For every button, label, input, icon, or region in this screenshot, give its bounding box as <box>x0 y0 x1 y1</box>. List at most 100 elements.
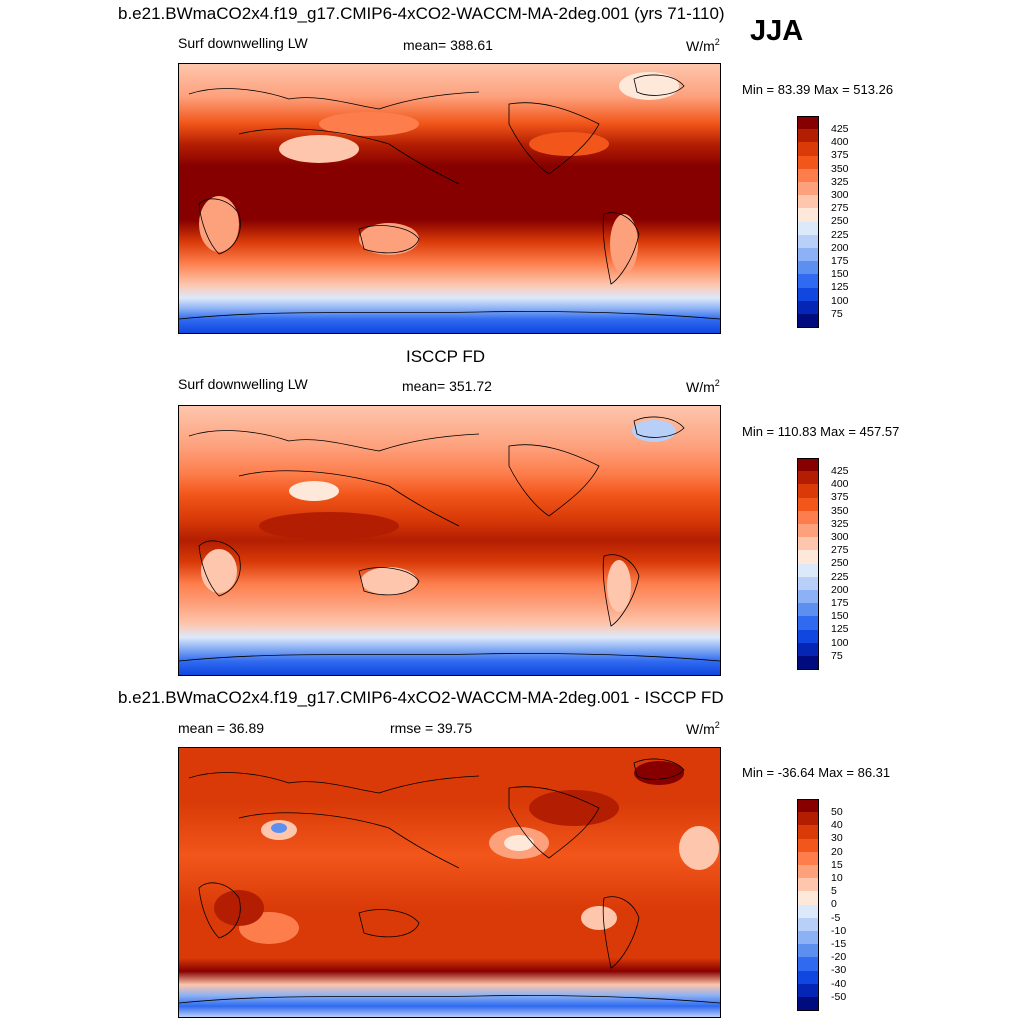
colorbar-tick-label: 50 <box>831 806 843 818</box>
colorbar-tick-label: 5 <box>831 885 837 898</box>
colorbar-swatch <box>797 983 819 997</box>
colorbar-tick-label: 30 <box>831 832 843 845</box>
colorbar-swatch <box>797 300 819 314</box>
colorbar-tick-label: 100 <box>831 294 849 307</box>
colorbar-tick-label: 150 <box>831 610 849 623</box>
colorbar-tick-label: 225 <box>831 228 849 241</box>
colorbar-swatch <box>797 221 819 235</box>
colorbar-swatch <box>797 603 819 617</box>
panel3-heading: b.e21.BWmaCO2x4.f19_g17.CMIP6-4xCO2-WACC… <box>118 688 724 707</box>
colorbar-swatch <box>797 944 819 958</box>
colorbar-swatch <box>797 195 819 209</box>
panel1-variable-label: Surf downwelling LW <box>178 35 308 51</box>
colorbar-tick-label: 250 <box>831 557 849 570</box>
colorbar-swatch <box>797 458 819 472</box>
colorbar-tick-label: 350 <box>831 162 849 175</box>
colorbar-swatch <box>797 812 819 826</box>
season-label: JJA <box>750 15 804 47</box>
colorbar-swatch <box>797 576 819 590</box>
colorbar-swatch <box>797 261 819 275</box>
colorbar-tick-label: 300 <box>831 189 849 201</box>
colorbar-swatch <box>797 524 819 538</box>
colorbar-swatch <box>797 314 819 328</box>
colorbar-tick-label: 225 <box>831 570 849 583</box>
colorbar-swatch <box>797 168 819 182</box>
colorbar-swatch <box>797 891 819 905</box>
colorbar-tick-label: 425 <box>831 465 849 477</box>
panel3-mean: mean = 36.89 <box>178 720 265 736</box>
colorbar-swatch <box>797 970 819 984</box>
colorbar-tick-label: 125 <box>831 281 849 294</box>
colorbar-swatch <box>797 616 819 630</box>
colorbar-tick-label: 100 <box>831 636 849 649</box>
colorbar-swatch <box>797 234 819 248</box>
colorbar-swatch <box>797 182 819 196</box>
colorbar-swatch <box>797 116 819 130</box>
colorbar-swatch <box>797 537 819 551</box>
colorbar-tick-label: 375 <box>831 491 849 504</box>
panel2-mean: mean= 351.72 <box>402 378 492 394</box>
colorbar-tick-label: 200 <box>831 583 849 596</box>
colorbar-tick-label: 40 <box>831 819 843 832</box>
colorbar-tick-label: -20 <box>831 951 847 964</box>
panel3-minmax: Min = -36.64 Max = 86.31 <box>742 765 891 780</box>
colorbar-swatch <box>797 274 819 288</box>
colorbar-tick-label: -40 <box>831 977 847 990</box>
colorbar-swatch <box>797 957 819 971</box>
colorbar-tick-label: 325 <box>831 175 849 188</box>
colorbar-swatch <box>797 838 819 852</box>
colorbar-tick-label: -30 <box>831 964 847 977</box>
panel1-mean: mean= 388.61 <box>403 37 493 53</box>
colorbar-swatch <box>797 155 819 169</box>
colorbar-swatch <box>797 904 819 918</box>
colorbar-tick-label: 400 <box>831 478 849 491</box>
colorbar-tick-label: 250 <box>831 215 849 228</box>
colorbar-tick-label: -10 <box>831 924 847 937</box>
panel1-map <box>178 63 721 334</box>
panel2-variable-label: Surf downwelling LW <box>178 376 308 392</box>
colorbar-swatch <box>797 497 819 511</box>
panel2-units: W/m2 <box>686 378 720 395</box>
panel1-minmax: Min = 83.39 Max = 513.26 <box>742 82 894 97</box>
colorbar-tick-label: -5 <box>831 911 841 924</box>
colorbar-swatch <box>797 129 819 143</box>
colorbar-swatch <box>797 142 819 156</box>
colorbar-tick-label: 400 <box>831 136 849 149</box>
colorbar-tick-label: 75 <box>831 307 843 320</box>
colorbar-tick-label: 275 <box>831 544 849 557</box>
colorbar-swatch <box>797 865 819 879</box>
colorbar-tick-label: -50 <box>831 990 847 1003</box>
colorbar-tick-label: -15 <box>831 938 847 950</box>
colorbar-swatch <box>797 248 819 262</box>
colorbar-tick-label: 425 <box>831 123 849 135</box>
colorbar-swatch <box>797 629 819 643</box>
colorbar-tick-label: 150 <box>831 268 849 281</box>
panel2-heading: ISCCP FD <box>406 347 486 366</box>
colorbar-tick-label: 10 <box>831 872 843 884</box>
panel2-map <box>178 405 721 676</box>
figure-title: b.e21.BWmaCO2x4.f19_g17.CMIP6-4xCO2-WACC… <box>118 4 725 23</box>
colorbar-tick-label: 200 <box>831 241 849 254</box>
panel3-map <box>178 747 721 1018</box>
colorbar-swatch <box>797 931 819 945</box>
colorbar-tick-label: 300 <box>831 531 849 543</box>
colorbar-tick-label: 20 <box>831 845 843 858</box>
colorbar-swatch <box>797 825 819 839</box>
colorbar-swatch <box>797 550 819 564</box>
panel1-units: W/m2 <box>686 37 720 54</box>
colorbar-tick-label: 75 <box>831 649 843 662</box>
colorbar-swatch <box>797 642 819 656</box>
colorbar-swatch <box>797 484 819 498</box>
colorbar-swatch <box>797 997 819 1011</box>
colorbar-tick-label: 15 <box>831 858 843 871</box>
colorbar-swatch <box>797 917 819 931</box>
colorbar-swatch <box>797 510 819 524</box>
colorbar-tick-label: 175 <box>831 255 849 267</box>
colorbar-swatch <box>797 851 819 865</box>
colorbar-tick-label: 350 <box>831 504 849 517</box>
colorbar-swatch <box>797 799 819 813</box>
colorbar-tick-label: 125 <box>831 623 849 636</box>
colorbar-swatch <box>797 208 819 222</box>
colorbar-tick-label: 325 <box>831 517 849 530</box>
colorbar-tick-label: 275 <box>831 202 849 215</box>
